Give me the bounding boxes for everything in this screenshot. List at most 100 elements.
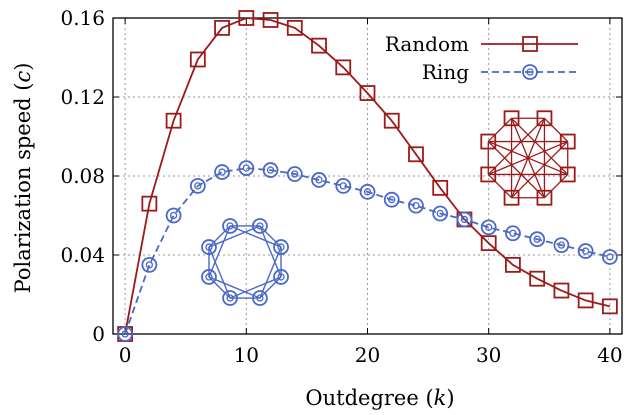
ring-edge [208, 225, 231, 248]
random-edge [511, 117, 569, 175]
axis-ticks: 0 10 20 30 40 0 0.04 0.08 0.12 0.16 [60, 6, 622, 367]
data-point-ring [286, 166, 303, 182]
data-point-ring [601, 249, 618, 265]
data-point-random [529, 270, 546, 287]
data-point-ring [214, 164, 230, 180]
ring-edge [208, 276, 261, 299]
ring-edge [208, 246, 231, 299]
data-point-random [311, 37, 327, 54]
ring-node [252, 218, 268, 234]
data-point-ring [383, 191, 400, 208]
ring-edge [229, 276, 282, 299]
ring-node [273, 269, 289, 285]
data-point-random [141, 195, 158, 212]
x-tick-label: 0 [119, 343, 132, 367]
data-point-random [601, 298, 618, 315]
data-point-ring [189, 177, 206, 194]
data-point-ring [335, 177, 352, 194]
random-edge [543, 173, 569, 199]
data-point-ring [141, 256, 158, 273]
data-point-ring [529, 231, 546, 248]
ring-edge [229, 225, 282, 248]
data-point-random [238, 10, 255, 26]
legend-label-random: Random [385, 32, 469, 56]
legend-label-ring: Ring [422, 60, 469, 84]
ring-edge [259, 246, 282, 299]
data-point-random [335, 59, 352, 76]
data-point-ring [408, 197, 424, 214]
random-edge [511, 141, 569, 199]
x-tick-label: 20 [355, 343, 380, 367]
data-point-random [408, 146, 424, 163]
data-point-random [359, 85, 376, 101]
data-point-random [189, 51, 206, 68]
ring-node [201, 239, 217, 255]
legend-entry-random: Random [385, 32, 578, 56]
data-point-random [165, 112, 182, 129]
data-point-random [286, 19, 303, 36]
data-point-random [480, 235, 497, 252]
ring-node [201, 269, 217, 285]
y-tick-label: 0.16 [60, 6, 105, 30]
random-node [559, 166, 576, 183]
series-line-ring [124, 167, 611, 335]
data-point-random [214, 19, 230, 36]
series-layer [117, 10, 618, 342]
ring-node [222, 290, 238, 306]
ring-node [222, 218, 238, 234]
ring-edge [259, 225, 282, 248]
data-point-random [262, 12, 279, 28]
data-point-ring [480, 219, 497, 236]
data-point-ring [432, 205, 449, 222]
random-edge [543, 117, 569, 143]
random-edge [487, 141, 545, 199]
ring-node [252, 290, 268, 306]
data-point-ring [238, 160, 255, 177]
y-tick-label: 0.12 [60, 85, 105, 109]
y-tick-label: 0 [92, 322, 105, 346]
data-point-ring [456, 211, 473, 228]
data-point-ring [359, 183, 376, 200]
ring-edge [208, 276, 231, 299]
x-tick-label: 40 [597, 343, 622, 367]
data-point-ring [577, 243, 594, 259]
ring-edge [259, 225, 282, 278]
data-point-ring [262, 162, 279, 178]
data-point-random [432, 179, 449, 196]
x-tick-label: 30 [476, 343, 501, 367]
ring-edge [208, 225, 231, 278]
random-node [480, 133, 497, 150]
y-tick-label: 0.04 [60, 243, 105, 267]
legend-marker-random [522, 36, 538, 52]
random-edge [510, 118, 546, 198]
random-edge [487, 117, 545, 175]
series-line-random [124, 17, 611, 335]
data-point-random [505, 256, 521, 273]
random-edge [487, 117, 513, 143]
data-point-random [383, 112, 400, 129]
data-point-ring [311, 172, 327, 188]
random-node [503, 189, 520, 206]
ring-edge [208, 225, 261, 248]
random-network-illustration [480, 110, 576, 206]
random-node [536, 110, 553, 127]
series-random [117, 10, 618, 342]
ring-edge [259, 276, 282, 299]
random-node [503, 110, 520, 127]
ring-network-illustration [201, 218, 289, 306]
data-point-ring [553, 237, 570, 254]
series-ring [117, 160, 618, 342]
random-node [536, 189, 553, 206]
ring-node [273, 239, 289, 255]
data-point-ring [165, 207, 182, 224]
data-point-random [577, 292, 594, 309]
legend: Random Ring [385, 32, 578, 84]
x-tick-label: 10 [234, 343, 259, 367]
grid [113, 17, 622, 335]
random-node [480, 166, 497, 183]
data-point-ring [117, 326, 134, 342]
legend-entry-ring: Ring [422, 60, 578, 84]
y-tick-label: 0.08 [60, 164, 105, 188]
data-point-random [553, 282, 570, 299]
